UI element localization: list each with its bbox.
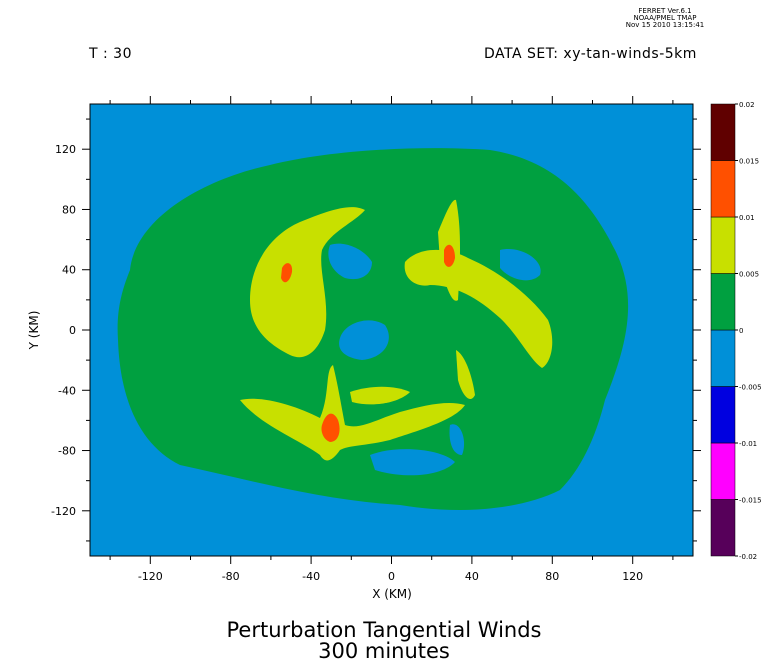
colorbar-tick-label: 0	[739, 327, 743, 335]
y-tick-label: 40	[62, 264, 76, 277]
colorbar-swatch	[710, 160, 736, 218]
colorbar-tick-label: -0.01	[739, 440, 757, 448]
x-tick-label: 0	[388, 570, 395, 583]
colorbar-swatch	[710, 103, 736, 161]
band-lower-left	[240, 365, 465, 461]
dataset-label: DATA SET: xy-tan-winds-5km	[484, 46, 697, 62]
x-tick-label: -40	[302, 570, 320, 583]
chart-subtitle: 300 minutes	[318, 639, 450, 663]
band-lower-mid	[350, 386, 410, 405]
time-label: T : 30	[89, 46, 132, 62]
colorbar: -0.02 -0.015 -0.01 -0.005 0 0.005 0.01 0.015 0.0…	[710, 101, 762, 561]
x-tick-label: -80	[222, 570, 240, 583]
colorbar-tick-label: -0.005	[739, 384, 762, 392]
y-tick-label: -40	[58, 384, 76, 397]
software-version: FERRET Ver.6.1	[638, 7, 692, 15]
x-tick-label: 120	[622, 570, 643, 583]
colorbar-swatch	[710, 216, 736, 274]
plot-timestamp: Nov 15 2010 13:15:41	[625, 21, 705, 29]
y-tick-label: 80	[62, 203, 76, 216]
x-tick-label: -120	[138, 570, 163, 583]
negative-patch-small	[449, 424, 465, 455]
y-tick-label: -80	[58, 445, 76, 458]
field-layers	[90, 104, 693, 556]
max-upper-left	[281, 263, 293, 283]
colorbar-swatch	[710, 273, 736, 331]
ferret-stamp: FERRET Ver.6.1 NOAA/PMEL TMAP Nov 15 201…	[620, 8, 710, 29]
colorbar-tick-label: -0.02	[739, 553, 757, 561]
colorbar-tick-label: 0.01	[739, 214, 755, 222]
band-upper-right	[404, 249, 553, 368]
negative-patch-right	[500, 249, 541, 281]
max-lower	[321, 413, 340, 442]
colorbar-swatch	[710, 442, 736, 500]
x-tick-label: 80	[545, 570, 559, 583]
negative-patch-lower	[370, 449, 455, 476]
colorbar-tick-label: 0.015	[739, 158, 759, 166]
colorbar-tick-label: 0.02	[739, 101, 755, 109]
y-tick-label: -120	[51, 505, 76, 518]
y-tick-label: 0	[69, 324, 76, 337]
colorbar-swatch	[710, 499, 736, 557]
max-upper-right	[444, 244, 455, 267]
colorbar-tick-label: -0.015	[739, 497, 762, 505]
x-tick-label: 40	[465, 570, 479, 583]
y-axis-label: Y (KM)	[27, 311, 41, 351]
x-axis-label: X (KM)	[372, 587, 412, 601]
x-axis: -120 -80 -40 0 40 80 120	[109, 96, 674, 583]
negative-patch-upper	[328, 243, 372, 280]
colorbar-swatch	[710, 386, 736, 444]
y-tick-label: 120	[55, 143, 76, 156]
band-right-lower	[456, 350, 475, 400]
software-org: NOAA/PMEL TMAP	[633, 14, 697, 22]
chart-title: Perturbation Tangential Winds	[226, 618, 542, 642]
colorbar-tick-label: 0.005	[739, 271, 759, 279]
y-axis: 120 80 40 0 -40 -80 -120	[51, 118, 701, 542]
negative-hole-center	[339, 320, 389, 360]
colorbar-swatch	[710, 329, 736, 387]
band-upper-left	[250, 207, 365, 358]
